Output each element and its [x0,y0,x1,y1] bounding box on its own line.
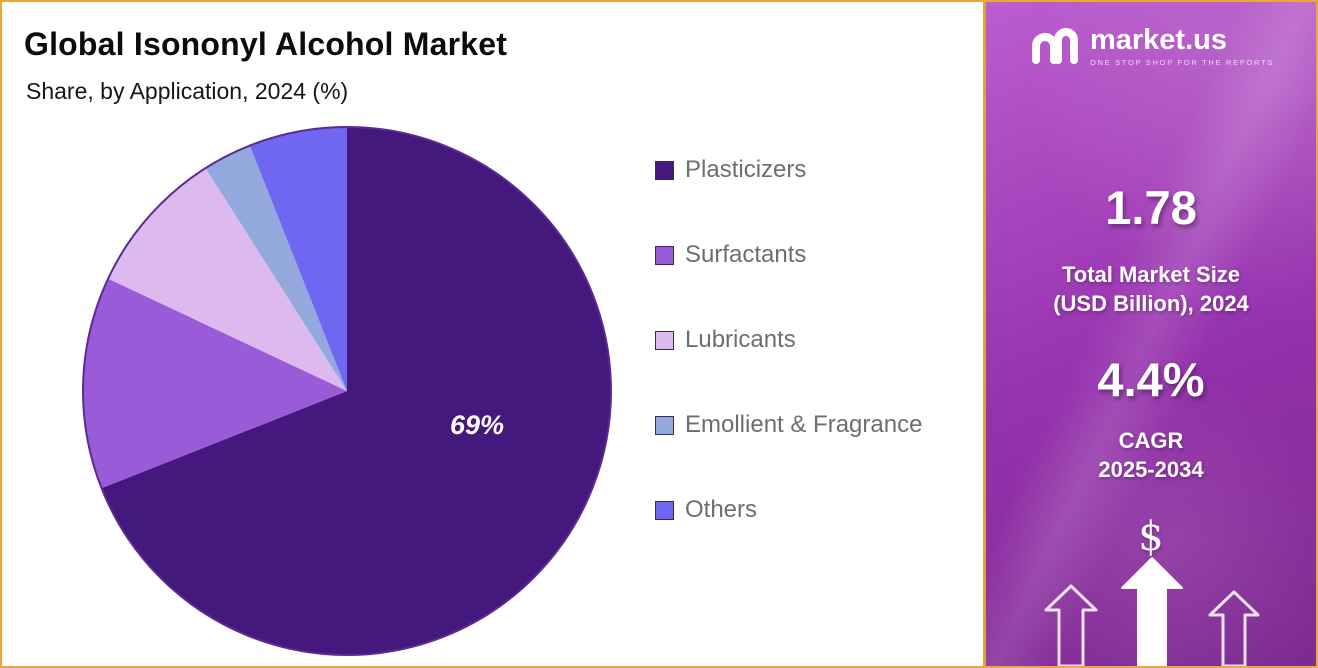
legend-swatch-plasticizers [655,160,674,180]
growth-arrows-icon [1044,557,1260,666]
pie-slice-emollient-fragrance [205,145,347,391]
pie-outline [82,126,612,656]
legend-item-plasticizers: Plasticizers [655,158,922,182]
cagr-label-line2: 2025-2034 [1098,457,1204,483]
arrow-right [1208,590,1260,666]
legend-swatch-lubricants [655,330,674,350]
pie-slice-lubricants [108,168,347,391]
market-us-logo-icon [1031,28,1078,64]
logo-row: market.us ONE STOP SHOP FOR THE REPORTS [986,24,1316,68]
pie-slice-plasticizers [101,127,612,656]
pie-slice-surfactants [83,278,348,489]
legend-item-lubricants: Lubricants [655,328,922,352]
chart-legend: Plasticizers Surfactants Lubricants Emollie… [655,158,922,522]
legend-label-others: Others [685,496,758,523]
legend-swatch-emollient-fragrance [655,415,674,435]
chart-area: Global Isononyl Alcohol Market Share, by… [2,2,983,666]
market-size-label-line1: Total Market Size [1061,262,1241,287]
pie-slice-label: 69% [450,410,504,440]
cagr-label: CAGR 2025-2034 [986,426,1316,484]
legend-swatch-surfactants [655,245,674,265]
legend-label-emollient-fragrance: Emollient & Fragrance [685,411,923,438]
market-size-label-line2: (USD Billion), 2024 [1053,291,1249,317]
market-size-label: Total Market Size (USD Billion), 2024 [986,260,1316,318]
legend-swatch-others [655,500,674,520]
arrow-middle [1121,557,1183,666]
legend-label-plasticizers: Plasticizers [685,156,807,183]
logo-texts: market.us ONE STOP SHOP FOR THE REPORTS [1089,24,1275,67]
promo-side-panel: market.us ONE STOP SHOP FOR THE REPORTS … [983,2,1316,666]
legend-item-others: Others [655,498,922,522]
cagr-value: 4.4% [1097,353,1205,406]
page-title: Global Isononyl Alcohol Market [24,26,508,62]
dollar-symbol: $ [1138,514,1164,560]
market-size-value: 1.78 [1105,181,1197,234]
legend-label-surfactants: Surfactants [685,241,807,268]
cagr-label-line1: CAGR [1118,428,1184,453]
legend-item-emollient-fragrance: Emollient & Fragrance [655,413,922,437]
logo-tagline: ONE STOP SHOP FOR THE REPORTS [1089,57,1275,67]
legend-item-surfactants: Surfactants [655,243,922,267]
pie-slice-others [249,127,347,391]
chart-subtitle: Share, by Application, 2024 (%) [26,78,349,104]
pie-chart: 69% [82,126,612,656]
legend-label-lubricants: Lubricants [685,326,796,353]
logo-wordmark: market.us [1089,24,1227,57]
arrow-left [1044,584,1098,666]
pie-slices [83,127,612,656]
